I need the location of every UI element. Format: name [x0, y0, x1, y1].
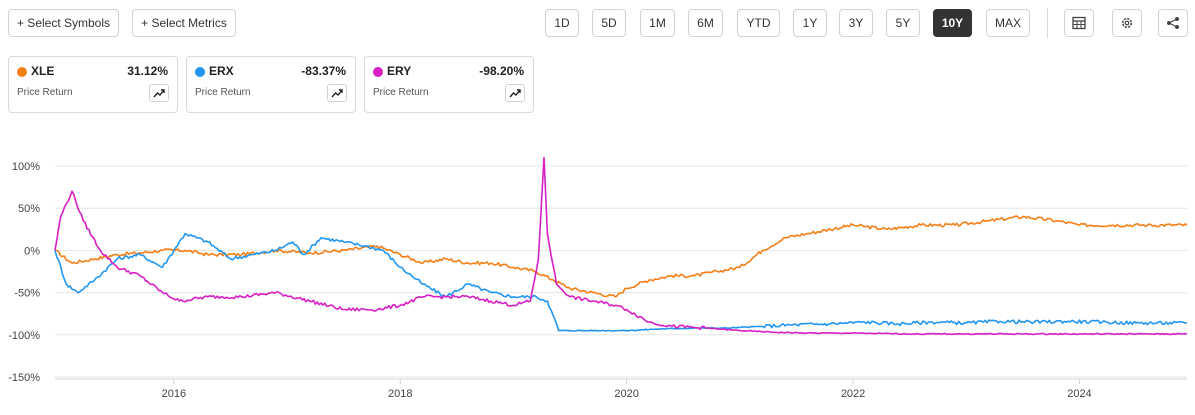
series-line-xle [54, 215, 1188, 298]
y-tick-label: -100% [8, 330, 40, 342]
series-line-erx [54, 232, 1187, 332]
symbol-label: ERY [387, 64, 412, 78]
x-tick-label: 2022 [841, 388, 865, 400]
x-tick-label: 2020 [614, 388, 638, 400]
x-tick-label: 2024 [1067, 388, 1091, 400]
metric-label: Price Return [195, 87, 251, 98]
symbol-card-ery[interactable]: ERY -98.20% Price Return [364, 56, 534, 113]
symbol-label: ERX [209, 64, 234, 78]
series-color-dot [195, 67, 205, 77]
range-1m-button[interactable]: 1M [640, 9, 675, 37]
x-tick-label: 2016 [162, 388, 186, 400]
trend-arrow-icon [153, 89, 165, 98]
symbol-return: 31.12% [127, 64, 168, 78]
symbol-card-xle[interactable]: XLE 31.12% Price Return [8, 56, 178, 113]
metric-label: Price Return [17, 87, 73, 98]
share-icon [1167, 17, 1179, 29]
select-metrics-button[interactable]: + Select Metrics [132, 9, 236, 37]
symbol-return: -98.20% [479, 64, 524, 78]
trend-arrow-icon [509, 89, 521, 98]
trend-button[interactable] [327, 84, 347, 102]
range-5y-button[interactable]: 5Y [886, 9, 920, 37]
trend-arrow-icon [331, 89, 343, 98]
symbol-card-erx[interactable]: ERX -83.37% Price Return [186, 56, 356, 113]
trend-button[interactable] [149, 84, 169, 102]
metric-label: Price Return [373, 87, 429, 98]
share-button[interactable] [1158, 9, 1188, 37]
range-10y-button[interactable]: 10Y [933, 9, 972, 37]
y-tick-label: 50% [18, 203, 40, 215]
range-5d-button[interactable]: 5D [592, 9, 626, 37]
symbol-label: XLE [31, 64, 55, 78]
range-1d-button[interactable]: 1D [545, 9, 579, 37]
y-tick-label: 0% [24, 245, 40, 257]
trend-button[interactable] [505, 84, 525, 102]
symbol-return: -83.37% [301, 64, 346, 78]
select-symbols-button[interactable]: + Select Symbols [8, 9, 119, 37]
y-tick-label: -50% [14, 288, 40, 300]
range-1y-button[interactable]: 1Y [793, 9, 827, 37]
series-line-ery [54, 156, 1188, 336]
range-max-button[interactable]: MAX [986, 9, 1030, 37]
toolbar-divider [1047, 8, 1048, 38]
x-tick-label: 2018 [388, 388, 412, 400]
series-color-dot [17, 67, 27, 77]
y-tick-label: 100% [12, 161, 40, 173]
table-icon [1072, 16, 1086, 30]
price-return-chart[interactable]: 100% 50% 0% -50% -100% -150% 2016 2018 2020 2022 2… [0, 140, 1195, 415]
table-view-button[interactable] [1064, 9, 1094, 37]
range-6m-button[interactable]: 6M [688, 9, 723, 37]
range-3y-button[interactable]: 3Y [839, 9, 873, 37]
y-tick-label: -150% [8, 372, 40, 384]
series-color-dot [373, 67, 383, 77]
settings-button[interactable] [1112, 9, 1142, 37]
range-ytd-button[interactable]: YTD [737, 9, 780, 37]
gear-icon [1121, 17, 1133, 29]
